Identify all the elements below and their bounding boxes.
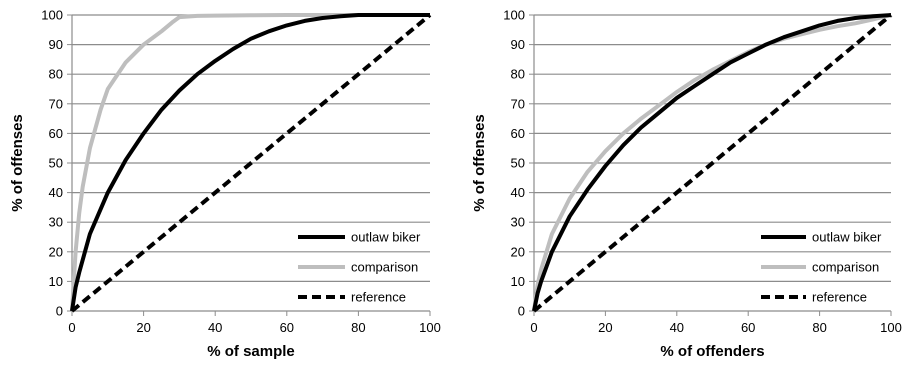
series-line-outlaw-biker — [70, 13, 430, 312]
y-tick-label: 100 — [41, 8, 63, 23]
y-tick-label: 80 — [49, 67, 63, 82]
x-tick-label: 20 — [136, 320, 150, 335]
y-tick-label: 40 — [49, 185, 63, 200]
y-tick-label: 10 — [511, 274, 525, 289]
x-tick-label: 80 — [351, 320, 365, 335]
y-tick-label: 50 — [511, 156, 525, 171]
y-tick-label: 20 — [49, 244, 63, 259]
series-line-reference — [70, 13, 432, 313]
x-tick-label: 0 — [68, 320, 75, 335]
legend-label-comparison: comparison — [812, 260, 879, 275]
legend: outlaw biker comparison reference — [761, 230, 882, 305]
y-tick-label: 100 — [503, 8, 525, 23]
x-tick-label: 20 — [598, 320, 612, 335]
x-tick-label: 80 — [812, 320, 826, 335]
legend-label-comparison: comparison — [351, 260, 418, 275]
y-tick-label: 90 — [511, 37, 525, 52]
x-tick-label: 0 — [530, 320, 537, 335]
y-tick-label: 80 — [511, 67, 525, 82]
x-tick-label: 40 — [670, 320, 684, 335]
y-tick-label: 30 — [49, 215, 63, 230]
series-line-comparison — [532, 13, 892, 312]
x-axis-title: % of sample — [207, 343, 295, 360]
series-line-reference — [532, 13, 893, 313]
x-axis-title: % of offenders — [660, 343, 764, 360]
x-tick-label: 60 — [741, 320, 755, 335]
x-tick-label: 60 — [280, 320, 294, 335]
chart-1: 0 10 20 30 40 50 60 70 80 90 100 0 20 40 60 80 100 % of s… — [9, 8, 441, 361]
y-tick-label: 10 — [49, 274, 63, 289]
legend: outlaw biker comparison reference — [298, 230, 421, 305]
legend-label-outlaw-biker: outlaw biker — [351, 230, 421, 245]
y-tick-label: 70 — [511, 96, 525, 111]
legend-label-reference: reference — [812, 290, 867, 305]
series-line-outlaw-biker — [532, 13, 892, 312]
x-tick-label: 40 — [208, 320, 222, 335]
series-line-comparison — [70, 13, 430, 312]
y-tick-label: 50 — [49, 156, 63, 171]
y-axis-title: % of offenses — [9, 114, 26, 212]
legend-label-outlaw-biker: outlaw biker — [812, 230, 882, 245]
y-axis-title: % of offenses — [471, 114, 488, 212]
y-tick-label: 40 — [511, 185, 525, 200]
y-tick-label: 30 — [511, 215, 525, 230]
y-tick-label: 60 — [511, 126, 525, 141]
y-tick-label: 20 — [511, 244, 525, 259]
chart-2: 0 10 20 30 40 50 60 70 80 90 100 0 20 40 60 80 100 % of o… — [471, 8, 902, 361]
x-tick-label: 100 — [419, 320, 441, 335]
y-tick-label: 60 — [49, 126, 63, 141]
legend-label-reference: reference — [351, 290, 406, 305]
y-tick-label: 0 — [518, 304, 525, 319]
x-tick-label: 100 — [880, 320, 902, 335]
y-tick-label: 70 — [49, 96, 63, 111]
y-tick-label: 90 — [49, 37, 63, 52]
y-tick-label: 0 — [56, 304, 63, 319]
